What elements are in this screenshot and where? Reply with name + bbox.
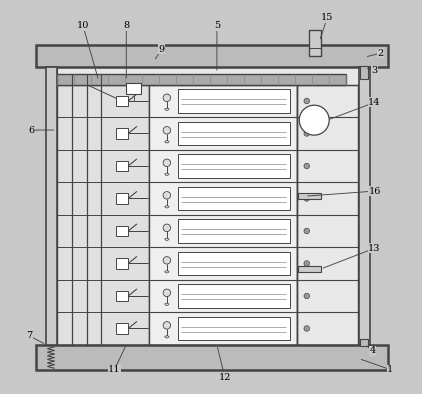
Circle shape — [304, 293, 309, 299]
Bar — [298, 193, 321, 199]
Circle shape — [163, 191, 170, 199]
Wedge shape — [165, 303, 169, 305]
Text: 3: 3 — [371, 67, 378, 75]
Bar — [116, 128, 128, 139]
Circle shape — [304, 131, 309, 136]
Bar — [178, 317, 290, 340]
Text: 4: 4 — [369, 346, 376, 355]
Text: 9: 9 — [159, 45, 165, 54]
Bar — [116, 323, 128, 334]
Bar — [126, 83, 141, 94]
Bar — [57, 85, 149, 345]
Bar — [36, 45, 388, 67]
Bar — [178, 154, 290, 178]
Bar — [178, 122, 290, 145]
Circle shape — [304, 326, 309, 331]
Bar — [57, 67, 359, 345]
Bar — [178, 89, 290, 113]
Bar — [178, 252, 290, 275]
Wedge shape — [165, 206, 169, 208]
Bar — [360, 66, 368, 79]
Circle shape — [163, 256, 170, 264]
Bar — [359, 67, 370, 345]
Wedge shape — [165, 173, 169, 175]
Circle shape — [304, 98, 309, 104]
Circle shape — [163, 224, 170, 232]
Circle shape — [163, 126, 170, 134]
Bar — [116, 226, 128, 236]
Wedge shape — [165, 271, 169, 273]
Wedge shape — [165, 336, 169, 338]
Bar — [360, 339, 368, 346]
Text: 2: 2 — [377, 49, 384, 58]
Bar — [36, 345, 388, 370]
Text: 10: 10 — [77, 21, 89, 30]
Bar — [178, 219, 290, 243]
Bar — [309, 30, 321, 56]
Circle shape — [163, 322, 170, 329]
Bar — [297, 85, 358, 345]
Bar — [116, 96, 128, 106]
Text: 1: 1 — [387, 365, 393, 374]
Bar — [178, 284, 290, 308]
Bar — [57, 74, 346, 85]
Bar — [116, 258, 128, 269]
Bar — [46, 67, 57, 345]
Circle shape — [163, 94, 170, 102]
Text: 7: 7 — [26, 331, 32, 340]
Bar — [116, 193, 128, 204]
Bar — [178, 187, 290, 210]
Text: 15: 15 — [321, 13, 333, 22]
Wedge shape — [165, 141, 169, 143]
Bar — [298, 266, 321, 272]
Circle shape — [163, 159, 170, 167]
Bar — [149, 85, 297, 345]
Bar — [116, 291, 128, 301]
Text: 6: 6 — [29, 126, 35, 134]
Circle shape — [304, 228, 309, 234]
Text: 11: 11 — [108, 365, 121, 374]
Text: 5: 5 — [214, 21, 220, 30]
Text: 12: 12 — [219, 373, 231, 382]
Circle shape — [163, 289, 170, 297]
Wedge shape — [165, 108, 169, 110]
Circle shape — [304, 196, 309, 201]
Text: 13: 13 — [368, 244, 381, 253]
Bar — [116, 161, 128, 171]
Circle shape — [299, 105, 329, 135]
Wedge shape — [165, 238, 169, 240]
Text: 16: 16 — [368, 187, 381, 195]
Circle shape — [304, 163, 309, 169]
Text: 14: 14 — [368, 98, 381, 107]
Text: 8: 8 — [123, 21, 130, 30]
Circle shape — [304, 261, 309, 266]
